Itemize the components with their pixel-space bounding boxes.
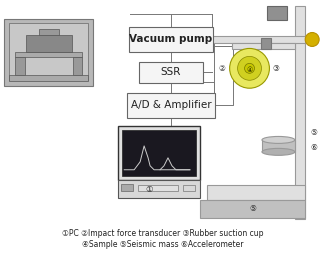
Circle shape [230,49,269,88]
Bar [4,19,93,86]
Bar [118,126,200,180]
Bar [118,180,200,198]
Text: ④Sample ⑤Seismic mass ⑥Accelerometer: ④Sample ⑤Seismic mass ⑥Accelerometer [82,240,244,249]
Text: Vacuum pump: Vacuum pump [129,35,213,44]
Bar [183,185,195,191]
Bar [232,43,295,50]
Bar [263,140,295,152]
Circle shape [305,33,319,46]
Text: ⑤: ⑤ [249,204,256,213]
Text: ⑥: ⑥ [310,144,317,152]
Text: ①: ① [145,185,153,194]
Bar [295,6,305,219]
FancyBboxPatch shape [129,27,213,52]
FancyBboxPatch shape [127,93,215,118]
Bar [9,75,89,81]
Text: ②: ② [218,64,225,73]
Text: A/D & Amplifier: A/D & Amplifier [131,100,211,110]
Ellipse shape [262,148,295,155]
Ellipse shape [262,136,295,144]
Bar [39,28,59,35]
Text: ④: ④ [246,67,253,73]
Text: ①PC ②Impact force transducer ③Rubber suction cup: ①PC ②Impact force transducer ③Rubber suc… [62,229,264,238]
Bar [122,130,196,176]
Text: ③: ③ [272,64,279,73]
Text: ⑤: ⑤ [310,129,317,137]
Circle shape [244,63,255,73]
Bar [207,185,305,200]
Bar [26,35,71,52]
Bar [72,57,83,75]
Bar [15,57,25,75]
Bar [262,39,271,50]
FancyBboxPatch shape [139,62,203,83]
Bar [138,185,178,191]
Bar [200,36,305,43]
Text: SSR: SSR [161,67,181,77]
Bar [15,52,83,57]
Bar [9,23,89,80]
Bar [200,200,305,217]
Bar [121,184,133,191]
Bar [267,6,287,20]
Circle shape [238,56,262,80]
